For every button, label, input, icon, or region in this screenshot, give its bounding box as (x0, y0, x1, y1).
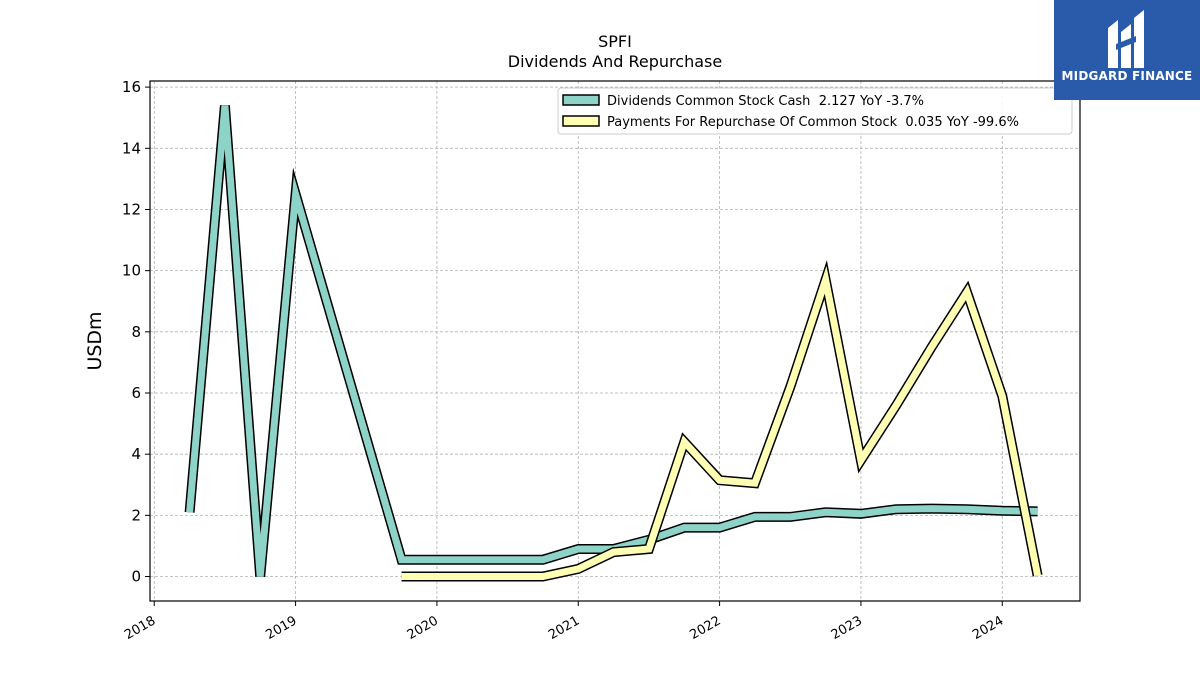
y-tick-label: 14 (122, 139, 141, 157)
legend-label-dividends: Dividends Common Stock Cash 2.127 YoY -3… (607, 94, 924, 109)
series-line-repurchase (401, 265, 1042, 580)
midgard-logo-icon (1108, 10, 1144, 68)
x-tick-label: 2024 (970, 613, 1006, 643)
brand-logo: MIDGARD FINANCE (1054, 0, 1200, 100)
y-tick-label: 4 (131, 445, 141, 463)
y-axis-label: USDm (84, 311, 106, 370)
x-tick-label: 2020 (405, 613, 441, 643)
legend: Dividends Common Stock Cash 2.127 YoY -3… (557, 87, 1073, 135)
y-tick-label: 16 (122, 78, 141, 96)
x-tick-label: 2022 (687, 613, 723, 643)
legend-swatch-dividends (562, 94, 600, 106)
chart-subtitle: Dividends And Repurchase (508, 52, 722, 71)
legend-swatch-repurchase (562, 115, 600, 127)
y-tick-label: 8 (131, 323, 141, 341)
axes: 0 2 4 6 8 10 12 14 16 2018 2019 2020 2021 2022 2023 202… (122, 78, 1006, 643)
x-tick-label: 2019 (263, 613, 299, 643)
grid (150, 81, 1080, 601)
series-line-dividends (186, 105, 1038, 577)
y-tick-label: 10 (122, 262, 141, 280)
y-tick-label: 2 (131, 506, 141, 524)
brand-name: MIDGARD FINANCE (1061, 69, 1193, 83)
x-tick-label: 2023 (829, 613, 865, 643)
y-tick-label: 6 (131, 384, 141, 402)
y-tick-label: 12 (122, 200, 141, 218)
y-tick-label: 0 (131, 568, 141, 586)
x-tick-label: 2018 (122, 613, 158, 643)
x-tick-label: 2021 (546, 613, 582, 643)
plot-frame (149, 80, 1081, 602)
chart-title: SPFI (598, 32, 632, 51)
series-layer (184, 105, 1043, 582)
legend-label-repurchase: Payments For Repurchase Of Common Stock … (607, 115, 1019, 130)
legend-box (557, 87, 1073, 135)
